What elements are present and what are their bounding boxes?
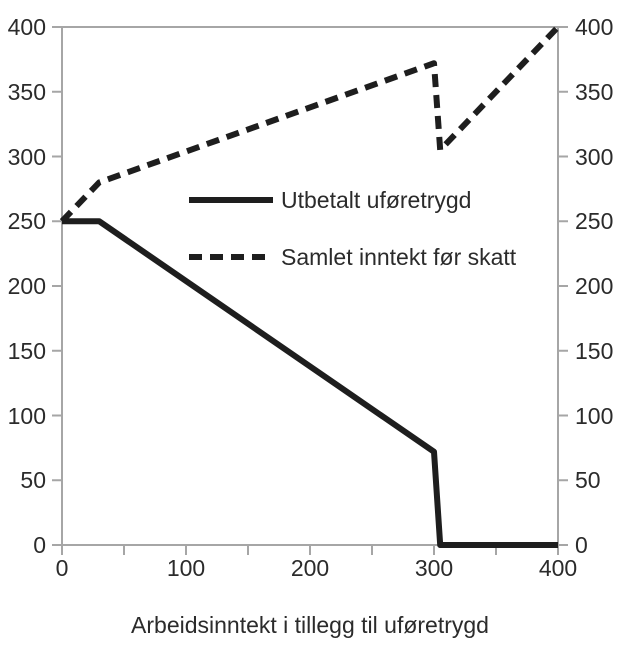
x-tick-label: 100 bbox=[166, 555, 206, 581]
legend-label-utbetalt: Utbetalt uføretrygd bbox=[281, 186, 472, 213]
legend-item-samlet: Samlet inntekt før skatt bbox=[189, 243, 516, 271]
y-tick-label-left: 100 bbox=[7, 402, 46, 429]
y-tick-label-left: 400 bbox=[7, 14, 46, 40]
y-tick-label-right: 200 bbox=[575, 273, 614, 299]
y-tick-label-left: 350 bbox=[7, 78, 46, 105]
x-tick-label: 300 bbox=[414, 555, 454, 581]
y-tick-label-right: 100 bbox=[575, 402, 614, 429]
y-tick-label-right: 400 bbox=[575, 14, 614, 40]
x-tick-label: 200 bbox=[290, 555, 330, 581]
y-tick-label-left: 150 bbox=[7, 337, 46, 364]
y-tick-label-left: 250 bbox=[7, 208, 46, 235]
y-tick-label-right: 350 bbox=[575, 78, 614, 105]
y-tick-label-right: 250 bbox=[575, 208, 614, 235]
legend-label-samlet: Samlet inntekt før skatt bbox=[281, 243, 517, 270]
x-tick-label: 0 bbox=[55, 555, 69, 581]
x-axis-title: Arbeidsinntekt i tillegg til uføretrygd bbox=[131, 612, 489, 638]
series-line-solid bbox=[62, 218, 558, 548]
y-tick-label-right: 50 bbox=[575, 467, 601, 494]
y-tick-label-left: 300 bbox=[7, 143, 46, 170]
x-tick-label: 400 bbox=[538, 555, 578, 581]
dashed-line-sample-icon bbox=[189, 254, 273, 260]
legend-item-utbetalt: Utbetalt uføretrygd bbox=[189, 186, 471, 214]
series-line-dashed bbox=[59, 24, 561, 224]
solid-line-sample-icon bbox=[189, 197, 273, 203]
y-tick-label-left: 0 bbox=[33, 532, 46, 558]
y-tick-label-right: 0 bbox=[575, 532, 588, 558]
y-tick-label-left: 200 bbox=[7, 273, 46, 299]
y-tick-label-right: 300 bbox=[575, 143, 614, 170]
y-tick-label-right: 150 bbox=[575, 337, 614, 364]
y-tick-label-left: 50 bbox=[20, 467, 46, 494]
